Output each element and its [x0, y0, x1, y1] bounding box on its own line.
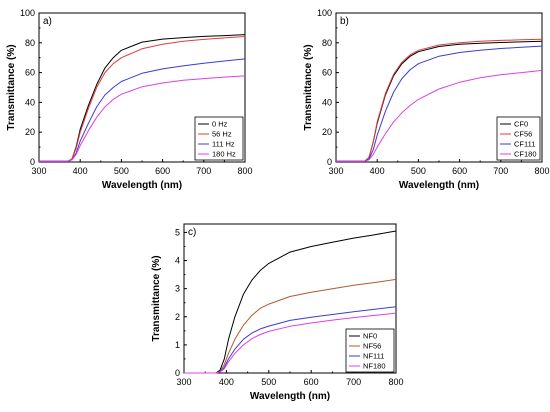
y-axis-label: Transmittance (%)	[151, 255, 162, 341]
x-tick-label: 300	[176, 377, 191, 387]
y-tick-label: 20	[25, 127, 35, 137]
panel-label: b)	[340, 16, 349, 27]
x-tick-label: 400	[73, 166, 88, 176]
y-tick-label: 2	[175, 312, 180, 322]
y-axis-label: Transmittance (%)	[303, 44, 314, 130]
y-tick-label: 60	[25, 68, 35, 78]
y-tick-label: 0	[175, 368, 180, 378]
panel-2: 300 400 500 600 700 800 0 1 2 3 4 5 Wavelength (nm) T…	[151, 223, 404, 402]
legend-label: CF56	[514, 130, 532, 139]
x-tick-label: 300	[328, 166, 343, 176]
x-tick-label: 500	[114, 166, 129, 176]
series-line-nf0	[184, 230, 397, 374]
y-tick-label: 100	[20, 8, 35, 18]
x-tick-label: 400	[219, 377, 234, 387]
legend-label: CF111	[514, 140, 535, 149]
y-tick-label: 4	[175, 256, 180, 266]
x-tick-label: 300	[31, 166, 46, 176]
x-tick-label: 400	[370, 166, 385, 176]
y-tick-label: 100	[317, 8, 332, 18]
x-tick-label: 600	[155, 166, 170, 176]
legend-label: NF111	[363, 352, 384, 361]
y-tick-label: 60	[322, 68, 332, 78]
y-tick-label: 0	[327, 157, 332, 167]
series-line-56-hz	[39, 36, 246, 162]
series-line-cf180	[336, 69, 543, 162]
x-tick-label: 500	[261, 377, 276, 387]
series-line-nf56	[184, 278, 397, 374]
x-axis-label: Wavelength (nm)	[250, 391, 330, 402]
series-line-cf56	[336, 38, 543, 162]
legend-label: NF56	[363, 342, 381, 351]
x-tick-label: 700	[493, 166, 508, 176]
y-tick-label: 20	[322, 127, 332, 137]
legend-label: 56 Hz	[212, 130, 232, 139]
legend-label: 111 Hz	[212, 140, 235, 149]
panel-0: 300 400 500 600 700 800 0 20 40 60 80 100 Wavelength…	[6, 8, 253, 191]
series-line-nf111	[184, 306, 397, 374]
y-tick-label: 5	[175, 227, 180, 237]
y-tick-label: 3	[175, 284, 180, 294]
y-tick-label: 1	[175, 340, 180, 350]
x-tick-label: 800	[388, 377, 403, 387]
panel-label: a)	[43, 16, 52, 27]
panel-label: c)	[188, 227, 196, 238]
legend-label: CF180	[514, 150, 537, 159]
x-axis-label: Wavelength (nm)	[399, 180, 479, 191]
legend-label: 180 Hz	[212, 150, 236, 159]
x-tick-label: 600	[452, 166, 467, 176]
y-axis-label: Transmittance (%)	[6, 44, 17, 130]
y-tick-label: 40	[322, 97, 332, 107]
panel-1: 300 400 500 600 700 800 0 20 40 60 80 100 Wavelength…	[303, 8, 550, 191]
x-tick-label: 800	[237, 166, 252, 176]
x-tick-label: 500	[411, 166, 426, 176]
x-axis-label: Wavelength (nm)	[102, 180, 182, 191]
y-tick-label: 0	[30, 157, 35, 167]
legend-label: NF180	[363, 362, 386, 371]
series-line-180-hz	[39, 75, 246, 162]
series-line-nf180	[184, 312, 397, 374]
x-tick-label: 700	[346, 377, 361, 387]
x-tick-label: 800	[534, 166, 549, 176]
y-tick-label: 40	[25, 97, 35, 107]
y-tick-label: 80	[322, 38, 332, 48]
x-tick-label: 600	[304, 377, 319, 387]
y-tick-label: 80	[25, 38, 35, 48]
x-tick-label: 700	[196, 166, 211, 176]
series-line-cf111	[336, 45, 543, 162]
legend-label: CF0	[514, 120, 528, 129]
legend-label: NF0	[363, 332, 377, 341]
legend-label: 0 Hz	[212, 120, 228, 129]
